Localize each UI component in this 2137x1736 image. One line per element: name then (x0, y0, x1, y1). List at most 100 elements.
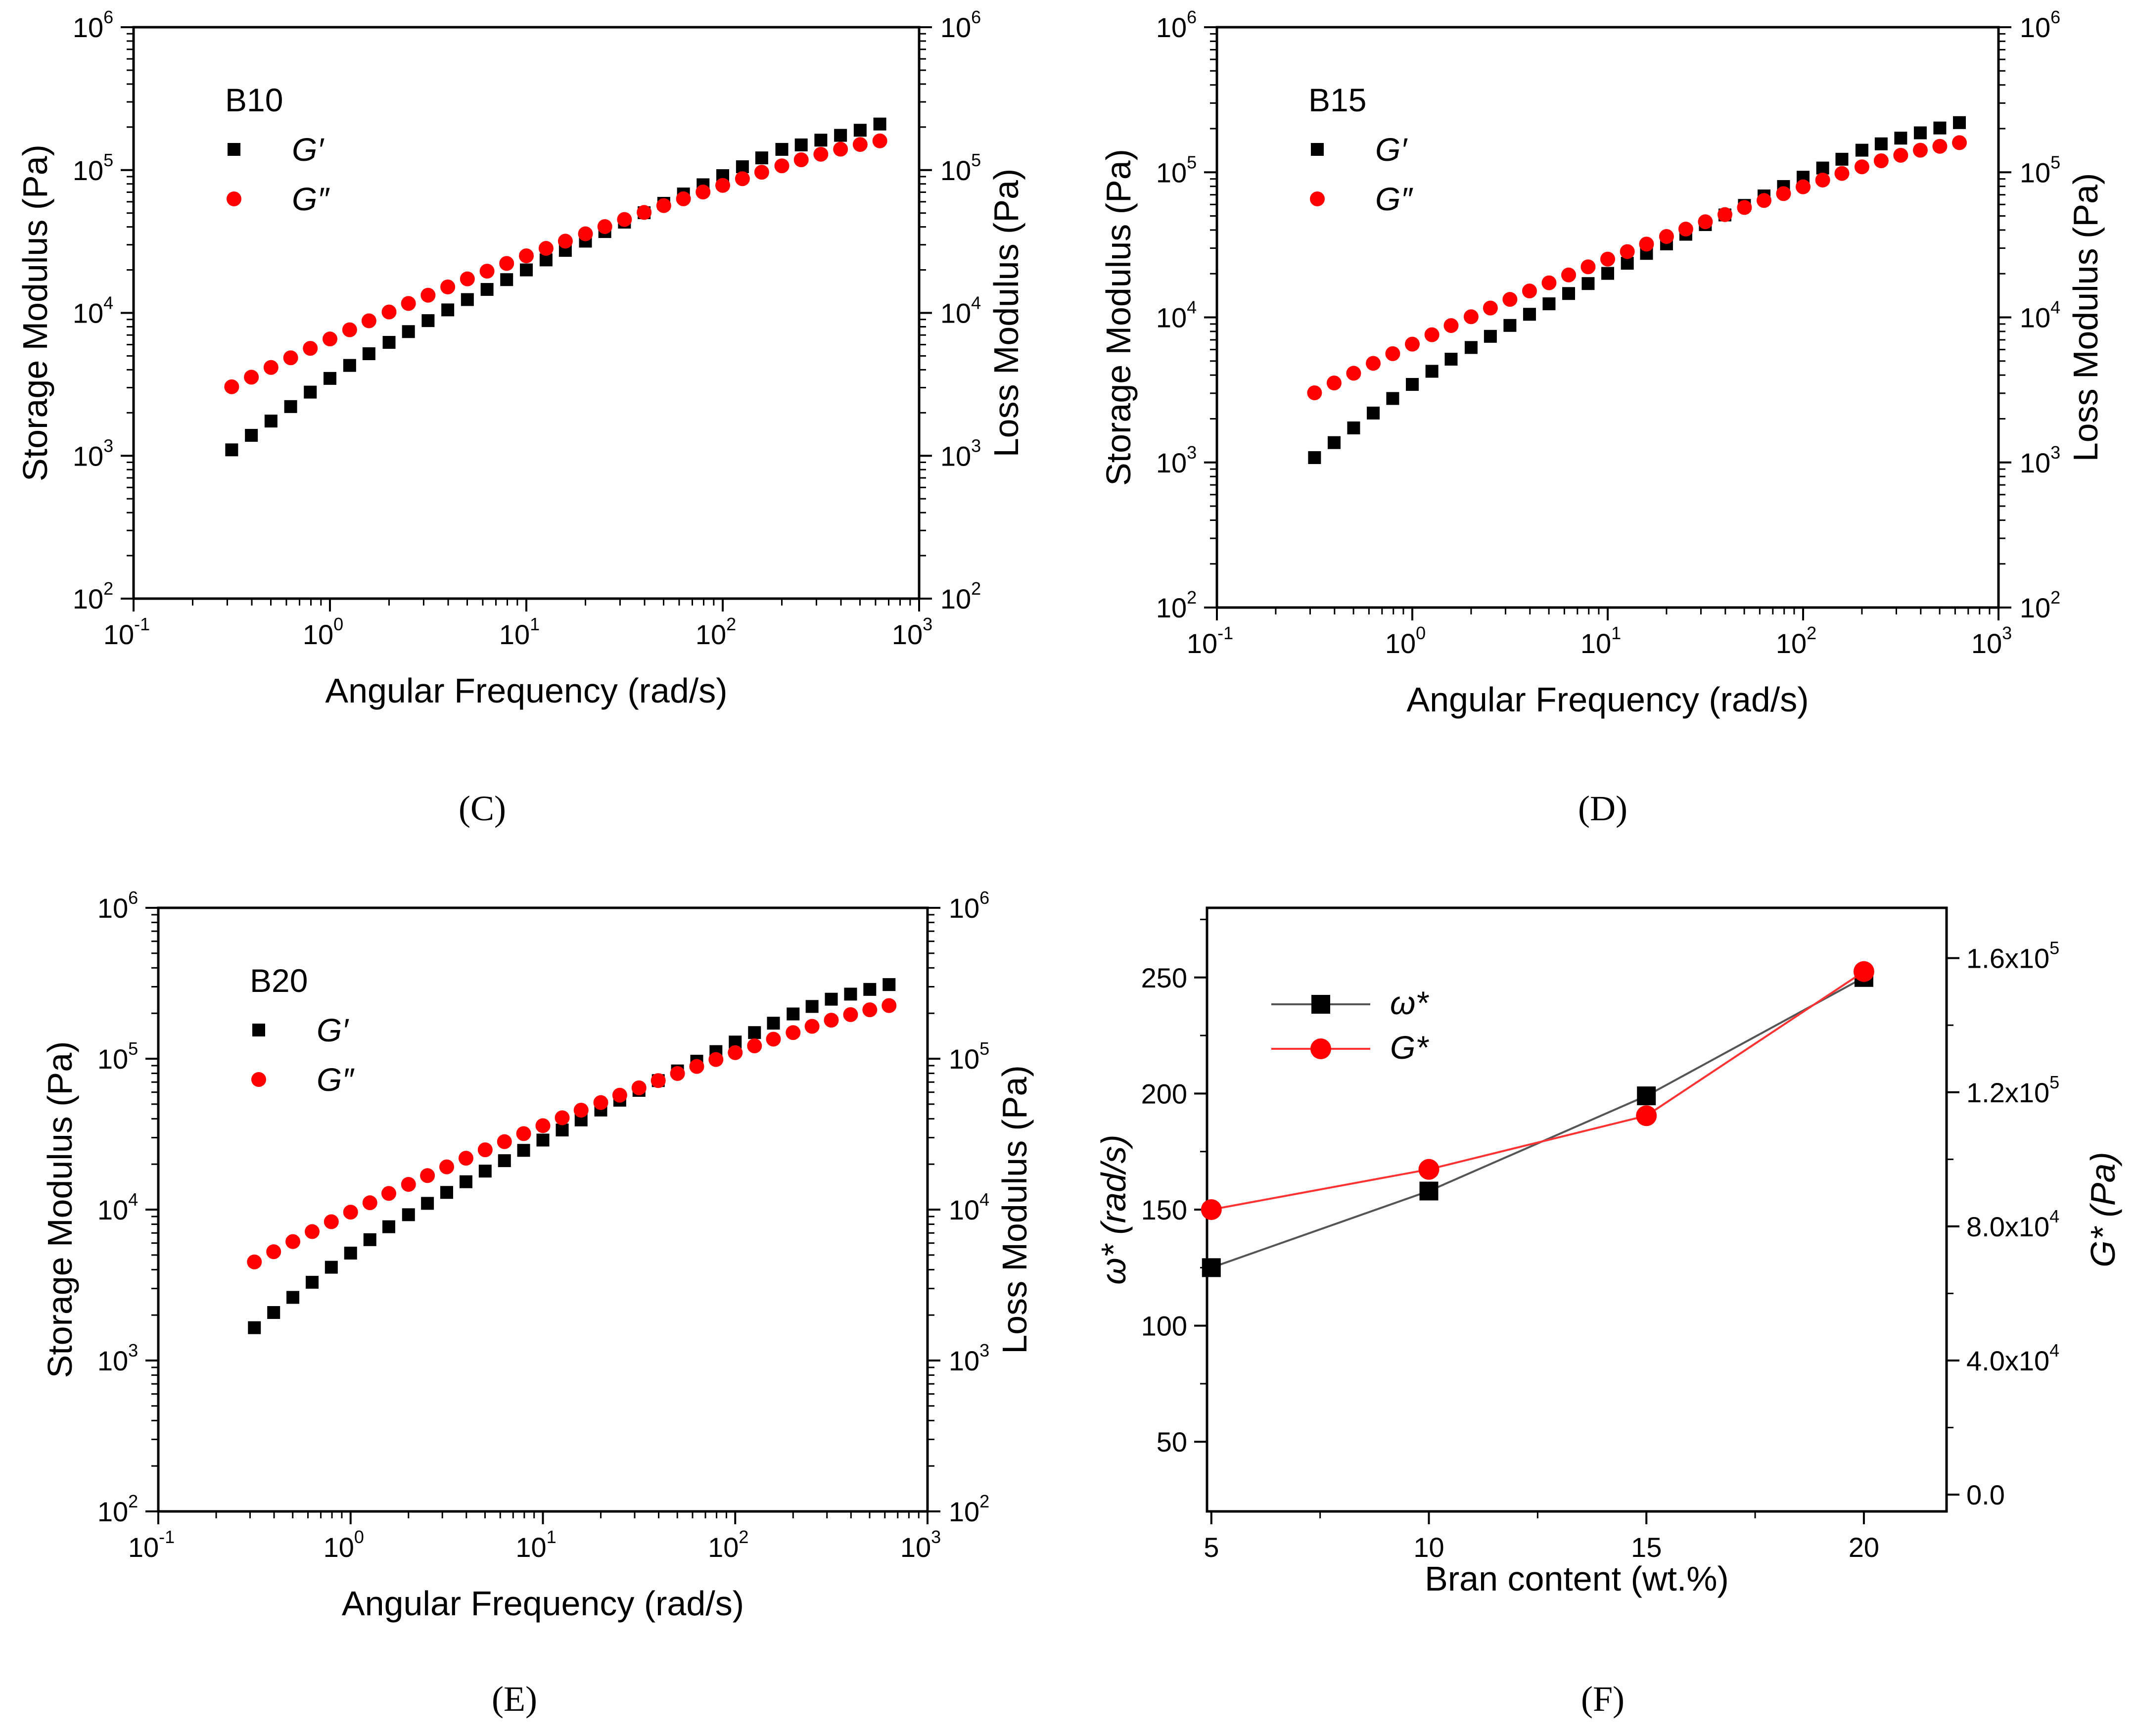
data-point-g-prime (1503, 319, 1517, 332)
y-tick-label: 100 (1141, 1311, 1187, 1342)
data-point-g-prime (459, 1175, 472, 1188)
y-tick-label: 150 (1141, 1194, 1187, 1225)
panel-label-d: (D) (1578, 789, 1627, 828)
legend-title: B15 (1308, 82, 1366, 118)
data-point-g-double-prime (1385, 346, 1400, 361)
data-point-g-double-prime (1424, 327, 1440, 342)
legend-marker-square (228, 143, 240, 156)
y2-tick-label: 8.0x104 (1966, 1206, 2059, 1242)
data-point-g-double-prime (1834, 166, 1850, 181)
data-point-g-prime (1913, 126, 1927, 140)
data-point-g-prime (421, 314, 435, 328)
data-point-g-prime (500, 273, 513, 286)
data-point-g-double-prime (852, 137, 868, 152)
y-tick-label: 50 (1157, 1426, 1187, 1457)
legend-label: G″ (1375, 181, 1413, 217)
data-point-g-double-prime (1952, 135, 1967, 150)
y2-tick-label: 105 (940, 150, 981, 186)
data-point-g-double-prime (381, 304, 397, 320)
data-point-g-double-prime (617, 212, 632, 227)
data-point-g-prime (304, 385, 317, 399)
y-tick-label: 105 (73, 150, 113, 186)
data-point-g-prime (344, 1246, 357, 1260)
data-point-g-double-prime (715, 178, 730, 193)
data-point-g-double-prime (499, 256, 514, 271)
y-tick-label: 200 (1141, 1078, 1187, 1109)
data-point-g-prime (748, 1026, 761, 1039)
legend-label: G′ (292, 131, 325, 168)
data-point-g-prime (805, 1000, 819, 1013)
data-point-g-prime (736, 160, 749, 174)
data-point-omega (1202, 1258, 1221, 1277)
data-point-g-star (1636, 1105, 1657, 1126)
y-tick-label: 106 (73, 7, 113, 43)
data-point-g-prime (286, 1291, 300, 1304)
data-point-g-prime (498, 1154, 511, 1168)
legend-title: B20 (250, 962, 308, 999)
y2-tick-label: 104 (2020, 297, 2060, 333)
data-point-g-prime (440, 1186, 454, 1199)
panel-label-c: (C) (459, 789, 506, 828)
data-point-g-double-prime (458, 1151, 473, 1166)
y2-axis-label: Loss Modulus (Pa) (2066, 173, 2105, 462)
x-tick-label: 100 (1385, 623, 1426, 659)
data-point-g-double-prime (224, 379, 239, 394)
x-tick-label: 10-1 (103, 614, 150, 650)
x-tick-label: 10-1 (1187, 623, 1233, 659)
data-point-g-prime (441, 303, 455, 317)
data-point-g-double-prime (1659, 229, 1674, 244)
y-tick-label: 103 (73, 435, 113, 471)
data-point-g-double-prime (824, 1013, 839, 1028)
panel-label-f: (F) (1581, 1679, 1625, 1719)
y2-tick-label: 103 (949, 1340, 989, 1376)
data-point-g-double-prime (1405, 336, 1420, 352)
y-tick-label: 103 (97, 1340, 138, 1376)
data-point-g-double-prime (516, 1126, 531, 1141)
data-point-g-double-prime (612, 1087, 627, 1103)
data-point-g-prime (402, 325, 415, 338)
y-tick-label: 104 (73, 293, 113, 329)
data-point-g-prime (1464, 341, 1478, 354)
data-point-g-double-prime (793, 152, 809, 167)
legend-label: ω* (1390, 985, 1429, 1021)
data-point-g-prime (844, 987, 857, 1001)
data-point-g-prime (325, 1261, 338, 1274)
data-point-g-prime (1444, 353, 1458, 366)
data-point-g-double-prime (285, 1234, 301, 1249)
data-point-g-prime (883, 978, 896, 991)
data-point-g-prime (1601, 267, 1614, 280)
data-point-g-prime (794, 138, 808, 151)
data-point-g-double-prime (593, 1095, 608, 1110)
data-point-g-double-prime (843, 1007, 858, 1022)
x-tick-label: 101 (499, 614, 540, 650)
data-point-g-prime (1835, 152, 1849, 166)
data-point-g-double-prime (1620, 244, 1635, 259)
y2-tick-label: 102 (940, 578, 981, 614)
data-point-g-double-prime (1483, 300, 1498, 316)
data-point-g-prime (382, 1220, 395, 1233)
x-axis-label: Angular Frequency (rad/s) (342, 1584, 744, 1623)
data-point-g-double-prime (833, 141, 848, 157)
y2-tick-label: 0.0 (1966, 1479, 2005, 1510)
y-tick-label: 250 (1141, 962, 1187, 993)
data-point-g-double-prime (555, 1110, 570, 1126)
data-point-g-prime (1855, 143, 1868, 157)
data-point-g-double-prime (804, 1019, 820, 1034)
data-point-g-double-prime (439, 1159, 455, 1174)
data-point-g-double-prime (637, 205, 652, 220)
legend-marker-circle (1310, 191, 1325, 206)
data-point-g-double-prime (477, 1142, 493, 1158)
data-point-g-double-prime (1307, 385, 1322, 400)
data-point-g-prime (421, 1197, 434, 1210)
y-tick-label: 102 (97, 1491, 138, 1527)
data-point-g-prime (517, 1144, 530, 1157)
data-point-g-prime (362, 347, 375, 360)
y2-tick-label: 103 (940, 435, 981, 471)
legend-label: G* (1390, 1029, 1429, 1066)
y-tick-label: 105 (1156, 152, 1197, 188)
data-point-g-double-prime (381, 1186, 396, 1201)
data-point-g-double-prime (882, 998, 897, 1013)
data-point-g-double-prime (708, 1052, 724, 1067)
